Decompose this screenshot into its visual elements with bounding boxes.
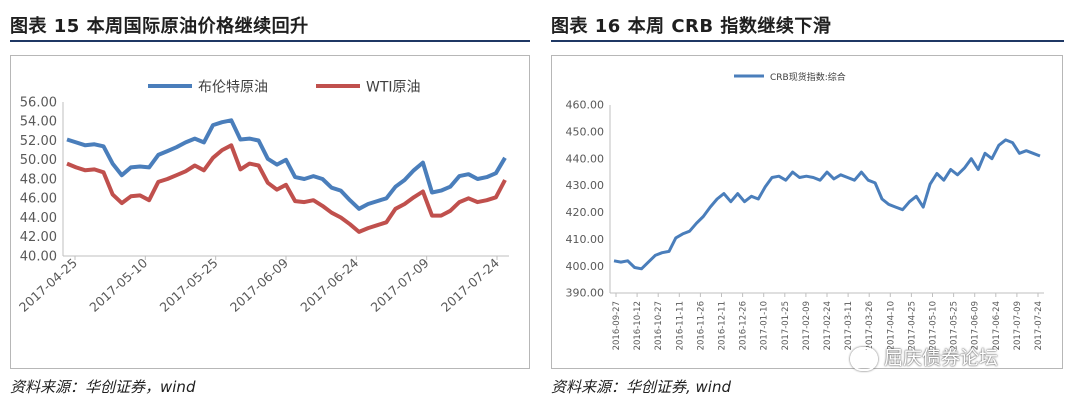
figure-15-source: 资料来源：华创证券，wind (10, 378, 196, 396)
x-tick-label: 2017-07-24 (438, 255, 502, 315)
oil-price-chart: 56.00 54.00 52.00 50.00 48.00 46.00 44.00 42.00… (16, 80, 509, 315)
y-tick-label: 42.00 (20, 230, 57, 245)
legend-label: 布伦特原油 (198, 80, 268, 96)
y-tick-label: 50.00 (20, 153, 57, 168)
series-line-0 (613, 138, 1041, 271)
y-tick-label: 54.00 (20, 115, 57, 130)
x-tick-label: 2017-06-24 (992, 301, 1002, 350)
chart-panel-crb: 460.00 450.00 440.00 430.00 420.00 410.00 400.… (551, 55, 1063, 369)
y-tick-label: 40.00 (20, 249, 57, 264)
x-tick-label: 2017-07-24 (1034, 301, 1044, 350)
y-tick-label: 44.00 (20, 211, 57, 226)
y-tick-label: 52.00 (20, 134, 57, 149)
x-tick-label: 2017-02-09 (802, 301, 812, 350)
x-tick-label: 2017-01-10 (760, 301, 770, 350)
x-tick-label: 2017-05-25 (950, 301, 960, 350)
title-rule (10, 40, 530, 42)
crb-index-chart: 460.00 450.00 440.00 430.00 420.00 410.00 400.… (566, 71, 1044, 350)
x-tick-label: 2017-03-11 (844, 301, 854, 350)
x-tick-label: 2016-09-27 (612, 301, 622, 350)
x-tick-label: 2017-07-09 (368, 255, 432, 315)
series-line-1 (66, 143, 507, 234)
x-tick-label: 2017-05-25 (157, 255, 221, 315)
x-tick-label: 2017-04-25 (907, 301, 917, 350)
y-tick-label: 56.00 (20, 95, 57, 110)
title-rule (551, 40, 1064, 42)
x-tick-label: 2017-04-10 (886, 301, 896, 350)
y-tick-label: 420.00 (566, 206, 605, 219)
series-line-0 (66, 118, 507, 211)
figure-16-source: 资料来源：华创证券, wind (551, 378, 732, 396)
figure-15-title: 图表 15 本周国际原油价格继续回升 (10, 16, 309, 37)
y-tick-label: 410.00 (566, 233, 605, 246)
x-tick-label: 2016-11-26 (696, 301, 706, 350)
watermark-text: 屈庆债券论坛 (884, 347, 999, 369)
y-tick-label: 46.00 (20, 192, 57, 207)
legend-label: WTI原油 (366, 80, 421, 96)
x-tick-label: 2016-12-11 (718, 301, 728, 350)
x-tick-label: 2017-02-24 (823, 301, 833, 350)
x-tick-label: 2017-06-09 (227, 255, 291, 315)
chart-panel-oil: 56.00 54.00 52.00 50.00 48.00 46.00 44.00 42.00… (10, 55, 530, 369)
watermark: 屈庆债券论坛 (850, 343, 998, 371)
y-tick-label: 390.00 (566, 287, 605, 300)
x-tick-label: 2016-12-26 (739, 301, 749, 350)
y-tick-label: 450.00 (566, 126, 605, 139)
figure-16-title: 图表 16 本周 CRB 指数继续下滑 (551, 16, 832, 37)
x-tick-label: 2016-10-12 (633, 301, 643, 350)
x-tick-label: 2017-06-24 (297, 255, 361, 315)
y-tick-label: 400.00 (566, 260, 605, 273)
x-tick-label: 2017-06-09 (971, 301, 981, 350)
y-tick-label: 48.00 (20, 172, 57, 187)
x-tick-label: 2016-11-11 (675, 301, 685, 350)
wechat-icon (850, 346, 878, 371)
x-tick-label: 2017-05-10 (86, 255, 150, 315)
x-tick-label: 2017-07-09 (1013, 301, 1023, 350)
x-tick-label: 2017-03-26 (865, 301, 875, 350)
y-tick-label: 440.00 (566, 152, 605, 165)
x-tick-label: 2017-01-25 (781, 301, 791, 350)
x-tick-label: 2016-10-27 (654, 301, 664, 350)
legend-label: CRB现货指数:综合 (770, 71, 846, 83)
y-tick-label: 430.00 (566, 179, 605, 192)
y-tick-label: 460.00 (566, 99, 605, 112)
x-tick-label: 2017-05-10 (929, 301, 939, 350)
